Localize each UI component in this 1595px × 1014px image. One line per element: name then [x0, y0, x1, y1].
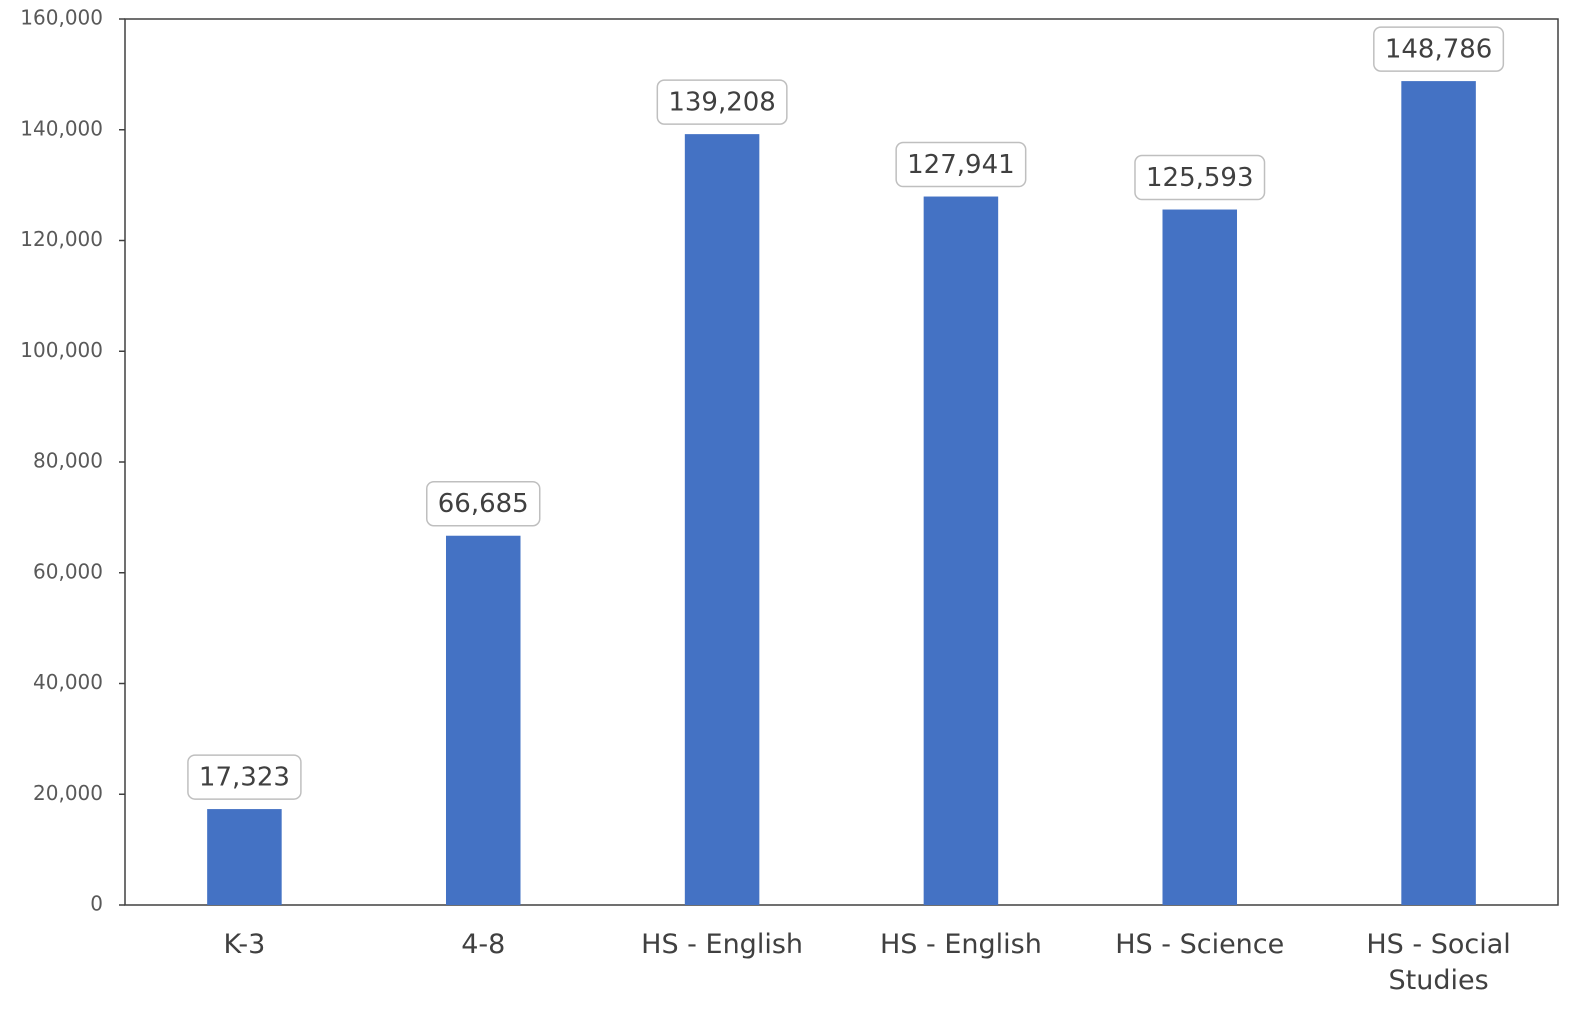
x-tick-label: 4-8 — [461, 929, 506, 960]
bar — [684, 134, 760, 906]
data-label: 17,323 — [199, 763, 290, 793]
y-tick-label: 80,000 — [33, 449, 103, 473]
data-label: 139,208 — [668, 88, 776, 118]
x-tick-label: HS - English — [879, 929, 1042, 960]
x-tick-label: K-3 — [223, 929, 266, 960]
x-tick-label: HS - English — [641, 929, 803, 960]
data-label: 127,941 — [907, 150, 1015, 180]
bar — [1162, 209, 1238, 906]
data-label-box — [895, 141, 1027, 188]
x-tick-label: HS - Social Studies — [1366, 929, 1511, 996]
x-tick-label: HS - Science — [1115, 929, 1285, 960]
bar — [207, 809, 282, 905]
bar — [923, 196, 999, 905]
y-tick-label: 40,000 — [33, 670, 103, 694]
data-label: 148,786 — [1385, 35, 1493, 65]
data-label-box — [656, 79, 788, 125]
data-label-box — [1373, 26, 1505, 72]
y-tick-label: 20,000 — [33, 781, 103, 805]
bar — [445, 535, 521, 905]
y-tick-label: 140,000 — [20, 116, 103, 140]
plot-frame — [124, 18, 1559, 906]
y-tick-label: 60,000 — [33, 559, 103, 583]
y-tick-label: 160,000 — [20, 6, 103, 30]
data-label-box — [187, 754, 302, 800]
data-label-box — [1134, 154, 1266, 201]
bar — [1401, 81, 1476, 905]
data-label-box — [426, 480, 541, 527]
y-tick-label: 120,000 — [20, 227, 103, 251]
data-label: 66,685 — [438, 489, 529, 519]
y-tick-label: 100,000 — [20, 338, 103, 362]
y-tick-label: 0 — [90, 892, 103, 916]
data-label: 125,593 — [1146, 163, 1254, 193]
